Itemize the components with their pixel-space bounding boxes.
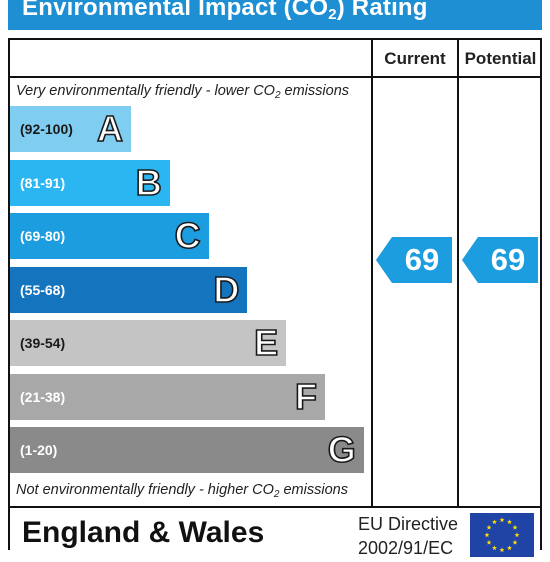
band-range-label: (69-80): [20, 228, 66, 244]
bottom-note: Not environmentally friendly - higher CO…: [16, 482, 348, 500]
region-label: England & Wales: [22, 516, 265, 549]
band-range-label: (1-20): [20, 442, 58, 458]
band-letter: G: [327, 428, 357, 471]
rating-band-g: (1-20) G: [10, 427, 364, 473]
eu-directive-label: EU Directive: [358, 514, 459, 534]
band-range-label: (21-38): [20, 388, 66, 405]
title-bar: Environmental Impact (CO2) Rating: [8, 0, 542, 30]
eu-flag-icon: [470, 513, 534, 557]
current-rating-arrow: 69: [376, 237, 452, 283]
chart-title: Environmental Impact (CO2) Rating: [22, 0, 428, 23]
current-column-header: Current: [384, 49, 446, 68]
rating-band-b: (81-91) B: [10, 159, 170, 206]
eu-star-icon: [507, 519, 512, 525]
rating-band-d: (55-68) D: [10, 266, 248, 313]
band-letter: F: [294, 375, 318, 418]
band-range-label: (55-68): [20, 281, 66, 298]
eu-star-icon: [512, 524, 518, 530]
eu-star-icon: [514, 532, 520, 538]
eu-star-icon: [507, 545, 512, 551]
rating-band-a: (92-100) A: [10, 106, 131, 152]
eu-star-icon: [486, 539, 492, 545]
eu-star-icon: [484, 532, 490, 538]
rating-band-c: (69-80) C: [10, 213, 209, 259]
band-letter: B: [135, 161, 163, 204]
eu-star-icon: [492, 519, 497, 525]
band-range-label: (81-91): [20, 174, 66, 191]
potential-rating-value: 69: [490, 242, 526, 277]
potential-rating-arrow: 69: [462, 237, 538, 283]
band-range-label: (92-100): [20, 121, 73, 137]
current-rating-value: 69: [404, 242, 440, 277]
column-divider-current: [371, 38, 373, 508]
potential-column-header: Potential: [464, 49, 537, 68]
eu-star-icon: [499, 517, 505, 523]
column-divider-potential: [457, 38, 459, 508]
eu-flag-stars: [484, 517, 520, 553]
band-letter: D: [213, 268, 241, 311]
band-letter: A: [96, 107, 124, 150]
top-note: Very environmentally friendly - lower CO…: [16, 83, 350, 101]
eu-directive-number: 2002/91/EC: [358, 538, 454, 558]
chart-frame: [8, 38, 542, 508]
eu-star-icon: [512, 539, 518, 545]
rating-band-f: (21-38) F: [10, 373, 325, 420]
current-arrow-shape: [376, 237, 452, 283]
footer: [8, 508, 542, 550]
band-letter: C: [174, 214, 202, 257]
eu-star-icon: [492, 545, 497, 551]
eu-star-icon: [486, 524, 492, 530]
band-letter: E: [253, 321, 279, 364]
header-divider: [8, 76, 542, 78]
band-range-label: (39-54): [20, 335, 66, 351]
potential-arrow-shape: [462, 237, 538, 283]
rating-band-e: (39-54) E: [10, 320, 287, 366]
